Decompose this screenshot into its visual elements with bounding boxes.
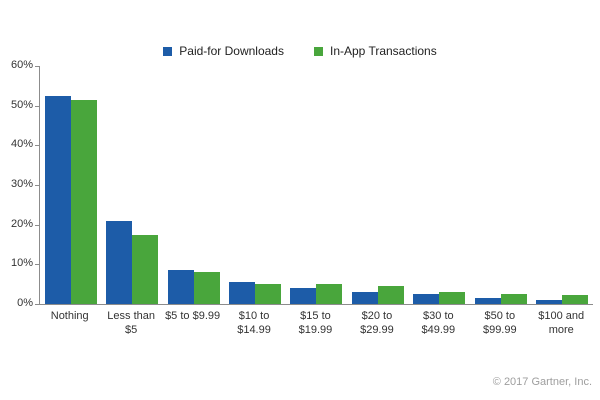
x-axis-labels: Nothing Less than $5 $5 to $9.99 $10 to $14.9…: [39, 309, 592, 338]
legend-swatch-in-app-transactions: [313, 46, 323, 56]
y-axis-tick-label: 50%: [10, 98, 33, 111]
y-axis-tick: [35, 66, 40, 67]
y-axis-tick: [35, 105, 40, 107]
y-axis-tick: [35, 264, 40, 266]
legend-label-in-app-transactions: In-App Transactions: [329, 44, 437, 58]
bar-group: [347, 66, 408, 304]
legend-item-in-app-transactions: In-App Transactions: [313, 44, 437, 58]
y-axis-tick-label: 30%: [10, 178, 33, 190]
bar-paid-for-downloads: [351, 292, 378, 304]
bar-group: [470, 66, 531, 304]
legend: Paid-for Downloads In-App Transactions: [0, 44, 600, 58]
bar-paid-for-downloads: [229, 282, 256, 304]
bar-in-app-transactions: [439, 292, 466, 304]
bar-in-app-transactions: [255, 284, 282, 304]
bar-paid-for-downloads: [106, 220, 133, 304]
plot-area: [35, 66, 593, 305]
y-axis-tick-label: 0%: [17, 297, 33, 309]
x-axis-category-label: $20 to $29.99: [360, 310, 394, 337]
bar-in-app-transactions: [500, 294, 527, 304]
bar-paid-for-downloads: [167, 270, 194, 304]
bar-paid-for-downloads: [413, 294, 440, 304]
bar-in-app-transactions: [70, 99, 97, 304]
x-axis-category-label: $30 to $49.99: [421, 310, 456, 337]
y-axis-tick-label: 60%: [10, 59, 33, 71]
bar-in-app-transactions: [377, 286, 404, 304]
legend-label-paid-for-downloads: Paid-for Downloads: [179, 44, 284, 58]
bar-paid-for-downloads: [290, 288, 317, 304]
copyright-text: © 2017 Gartner, Inc.: [492, 376, 592, 388]
bar-group: [101, 66, 162, 304]
x-axis-category-label: Less than $5: [107, 310, 155, 337]
bar-group: [286, 66, 347, 304]
bar-group: [409, 66, 470, 304]
bar-in-app-transactions: [193, 272, 220, 304]
bar-paid-for-downloads: [44, 95, 71, 304]
legend-item-paid-for-downloads: Paid-for Downloads: [163, 44, 284, 58]
y-axis-tick: [35, 185, 40, 186]
y-axis-labels: 0% 10% 20% 30% 40% 50% 60%: [0, 59, 33, 309]
x-axis-category-label: Nothing: [50, 310, 89, 322]
bar-in-app-transactions: [316, 284, 343, 304]
bar-group: [532, 66, 593, 304]
x-axis-category-label: $100 and more: [538, 310, 585, 337]
x-axis-category-label: $15 to $19.99: [298, 310, 333, 337]
x-axis-category-label: $10 to $14.99: [237, 310, 271, 337]
x-axis-category-label: $50 to $99.99: [482, 310, 517, 337]
y-axis-tick: [35, 224, 40, 226]
bar-group: [40, 66, 101, 304]
bar-in-app-transactions: [132, 234, 159, 304]
y-axis-tick-label: 20%: [10, 217, 33, 230]
y-axis-tick: [35, 145, 40, 147]
y-axis-tick-label: 10%: [10, 257, 33, 270]
bar-group: [224, 66, 285, 304]
bar-group: [163, 66, 224, 304]
x-axis-category-label: $5 to $9.99: [165, 310, 221, 322]
legend-swatch-paid-for-downloads: [163, 46, 173, 56]
bar-in-app-transactions: [562, 294, 589, 304]
bar-paid-for-downloads: [536, 300, 563, 304]
bar-paid-for-downloads: [474, 298, 501, 304]
y-axis-tick-label: 40%: [10, 138, 33, 151]
bar-groups: [40, 66, 593, 304]
y-axis-tick: [35, 304, 40, 305]
